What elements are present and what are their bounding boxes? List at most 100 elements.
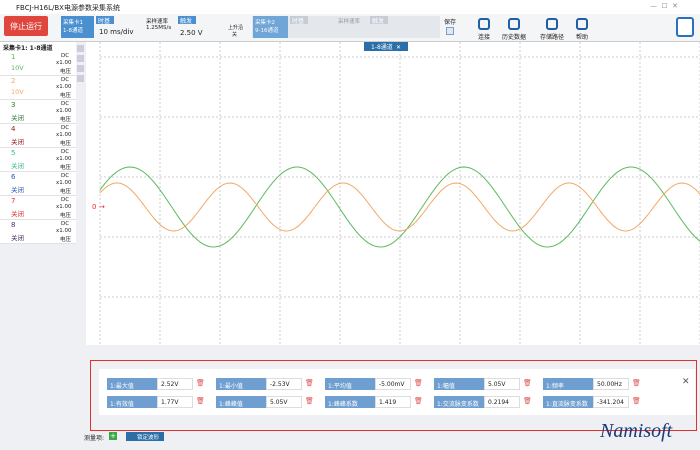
side-button[interactable]	[77, 45, 84, 52]
channel-row[interactable]: 6 DC x1.00 电压 关闭	[0, 172, 76, 196]
toolbar-button[interactable]: 存储路径	[538, 18, 566, 41]
measurement-value: -341.204	[593, 396, 629, 408]
channel-unit: 电压	[60, 213, 72, 219]
card2-panel: 采集卡2 9-16通道 时基 采样速率 触发	[252, 16, 440, 38]
channel-row[interactable]: 1 DC x1.00 电压 10V	[0, 52, 76, 76]
measurement-item: 1:直流脉变系数 -341.204 🗑	[543, 396, 641, 408]
channel-id: 1	[11, 53, 16, 61]
delete-icon[interactable]: 🗑	[196, 397, 205, 405]
channel-coupling: DC	[61, 101, 70, 107]
trigger-value: 2.50 V	[180, 29, 203, 37]
measurement-label: 1:最大值	[107, 378, 157, 390]
waveform-plot: 1-8通道 ✕ 0 →	[86, 42, 700, 345]
delete-icon[interactable]: 🗑	[523, 379, 532, 387]
save-checkbox[interactable]	[446, 27, 454, 35]
title-bar: FBCJ-H16L/BX电源参数采集系统 — ☐ ✕	[0, 0, 700, 14]
tab-close[interactable]: ✕	[396, 44, 401, 51]
channel-unit: 电压	[60, 141, 72, 147]
channel-panel-header: 采集卡1: 1-8通道	[0, 42, 76, 52]
measurement-label: 1:交流脉变系数	[434, 396, 484, 408]
channel-unit: 电压	[60, 237, 72, 243]
toolbar-button[interactable]: 帮助	[568, 18, 596, 41]
channel-id: 3	[11, 101, 16, 109]
waveform	[99, 166, 700, 248]
measurement-label: 1:最小值	[216, 378, 266, 390]
channel-scale: x1.00	[56, 60, 72, 66]
side-strip	[76, 42, 86, 102]
delete-icon[interactable]: 🗑	[632, 397, 641, 405]
toolbar-button[interactable]: 历史数据	[500, 18, 528, 41]
channel-coupling: DC	[61, 221, 70, 227]
channel-row[interactable]: 3 DC x1.00 电压 关闭	[0, 100, 76, 124]
channel-coupling: DC	[61, 53, 70, 59]
channel-coupling: DC	[61, 77, 70, 83]
channel-scale: x1.00	[56, 204, 72, 210]
measurement-item: 1:有效值 1.77V 🗑	[107, 396, 205, 408]
side-button[interactable]	[77, 65, 84, 72]
measurement-value: 5.05V	[484, 378, 520, 390]
channel-id: 8	[11, 221, 16, 229]
button-icon	[508, 18, 520, 30]
channel-id: 6	[11, 173, 16, 181]
window-controls[interactable]: — ☐ ✕	[650, 2, 679, 10]
measurement-label: 1:有效值	[107, 396, 157, 408]
channel-row[interactable]: 7 DC x1.00 电压 关闭	[0, 196, 76, 220]
side-button[interactable]	[77, 75, 84, 82]
card1-box[interactable]: 采集卡1 1-8通道	[61, 16, 94, 38]
channel-row[interactable]: 8 DC x1.00 电压 关闭	[0, 220, 76, 244]
button-icon	[478, 18, 490, 30]
toolbar: 停止运行 采集卡1 1-8通道 时基 10 ms/div 采样速率 1.25MS/…	[0, 14, 700, 42]
channel-unit: 电压	[60, 165, 72, 171]
side-button[interactable]	[77, 55, 84, 62]
measurement-item: 1:平均值 -5.00mV 🗑	[325, 378, 423, 390]
measurement-value: -5.00mV	[375, 378, 411, 390]
waveform	[99, 182, 700, 232]
rate-label: 采样速率	[338, 19, 361, 25]
delete-icon[interactable]: 🗑	[305, 379, 314, 387]
timebase-label: 时基	[96, 16, 114, 25]
measurement-value: -2.53V	[266, 378, 302, 390]
delete-icon[interactable]: 🗑	[414, 397, 423, 405]
timebase-label: 时基	[290, 16, 308, 25]
card-name: 采集卡2	[255, 20, 275, 26]
delete-icon[interactable]: 🗑	[523, 397, 532, 405]
channel-scale: x1.00	[56, 84, 72, 90]
channel-unit: 电压	[60, 117, 72, 123]
button-label: 连接	[477, 34, 490, 41]
measurement-value: 5.05V	[266, 396, 302, 408]
channel-scale: x1.00	[56, 132, 72, 138]
measurement-item: 1:峰峰值 5.05V 🗑	[216, 396, 314, 408]
button-label: 帮助	[575, 34, 588, 41]
delete-icon[interactable]: 🗑	[305, 397, 314, 405]
add-measure[interactable]: +	[109, 432, 117, 440]
card-channels: 1-8通道	[63, 28, 83, 34]
stop-button[interactable]: 停止运行	[4, 16, 48, 36]
tab[interactable]	[364, 42, 408, 51]
channel-row[interactable]: 5 DC x1.00 电压 关闭	[0, 148, 76, 172]
card2-box[interactable]: 采集卡2 9-16通道	[253, 16, 288, 38]
card-name: 采集卡1	[63, 20, 83, 26]
measurement-area	[99, 369, 695, 415]
channel-scale: x1.00	[56, 156, 72, 162]
window-title: FBCJ-H16L/BX电源参数采集系统	[16, 4, 120, 12]
channel-id: 5	[11, 149, 16, 157]
channel-range: 关闭	[11, 210, 24, 218]
channel-id: 4	[11, 125, 16, 133]
tab-label: 1-8通道	[371, 43, 393, 51]
button-icon	[576, 18, 588, 30]
delete-icon[interactable]: 🗑	[632, 379, 641, 387]
channel-row[interactable]: 2 DC x1.00 电压 10V	[0, 76, 76, 100]
zero-arrow: →	[99, 203, 105, 211]
channel-row[interactable]: 4 DC x1.00 电压 关闭	[0, 124, 76, 148]
trigger-edge: 上升沿	[228, 25, 244, 31]
measurement-value: 1.419	[375, 396, 411, 408]
lock-button[interactable]: 锁定波形	[126, 432, 164, 441]
measurement-item: 1:幅值 5.05V 🗑	[434, 378, 532, 390]
delete-icon[interactable]: 🗑	[196, 379, 205, 387]
channel-unit: 电压	[60, 69, 72, 75]
delete-icon[interactable]: 🗑	[414, 379, 423, 387]
close-button[interactable]: ✕	[682, 377, 690, 387]
timebase-value: 10 ms/div	[99, 28, 134, 36]
toolbar-button[interactable]: 连接	[470, 18, 498, 41]
